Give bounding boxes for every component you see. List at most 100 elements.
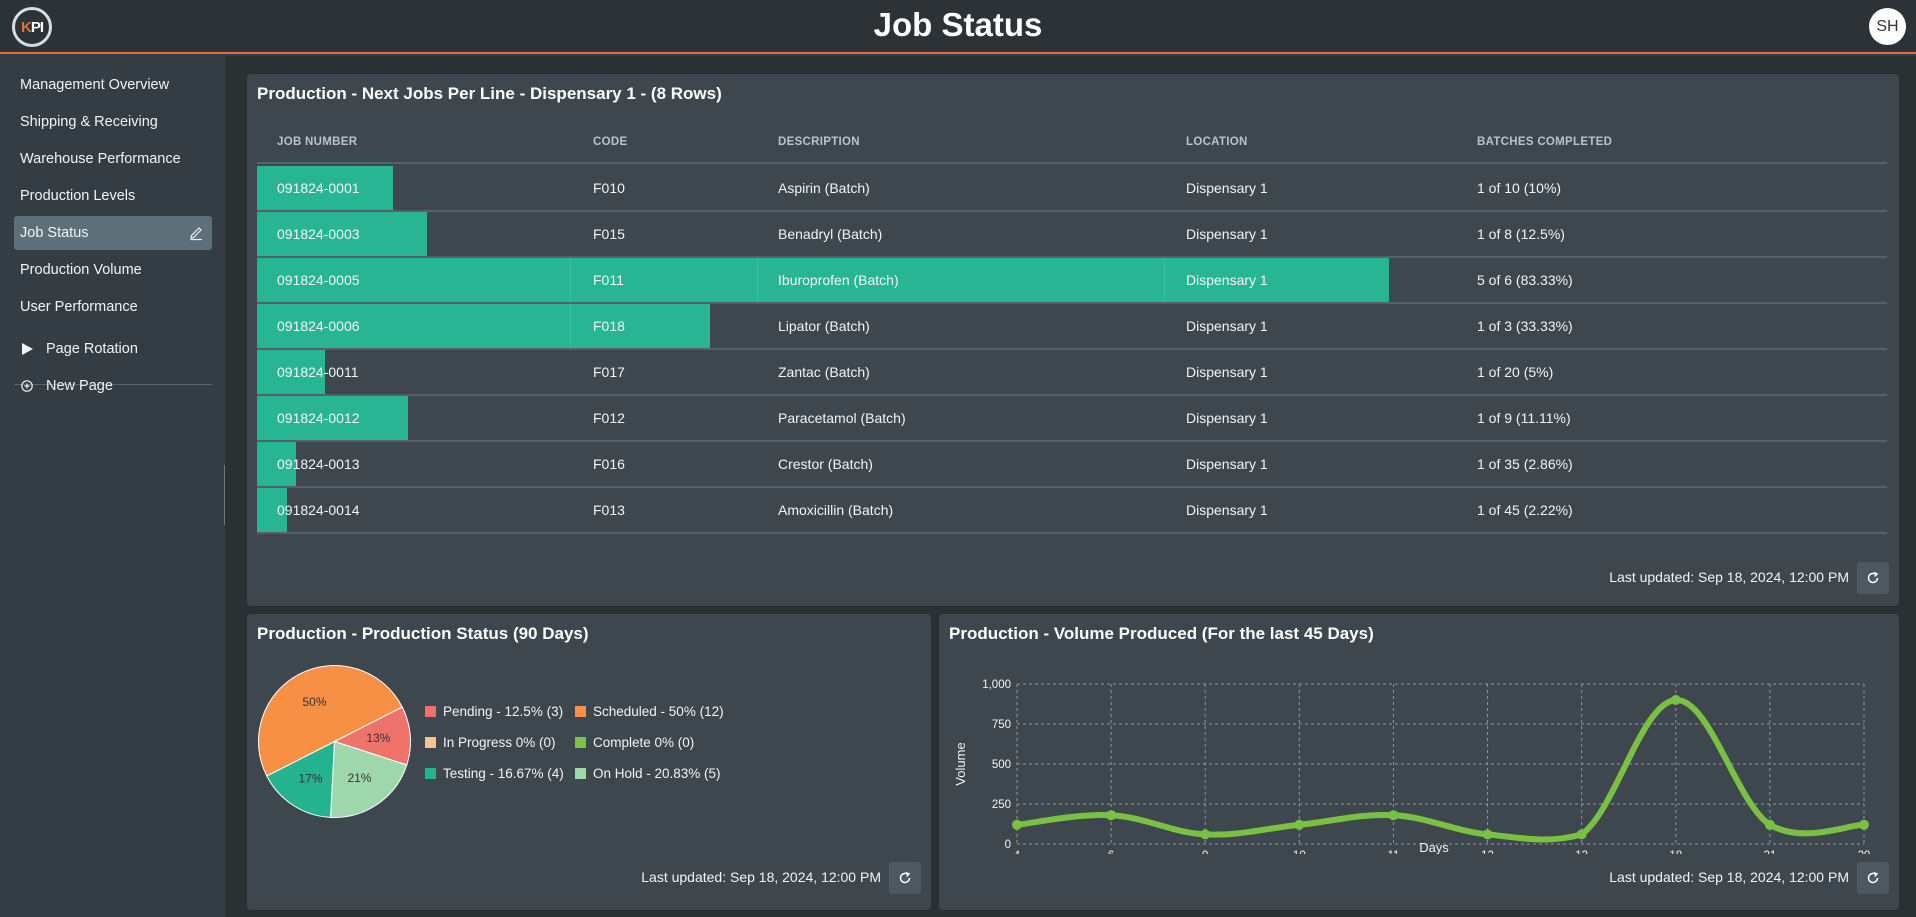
kpi-logo[interactable]: KPI [12,7,52,47]
jobs-refresh-button[interactable] [1857,562,1889,594]
table-row[interactable]: 091824-0005 F011 Iburoprofen (Batch) Dispen… [257,258,1887,304]
volume-data-point [1106,810,1117,821]
legend-label: In Progress 0% (0) [443,735,556,750]
cell-description: Crestor (Batch) [778,456,873,472]
column-header-job-number[interactable]: JOB NUMBER [277,136,358,148]
x-axis-label: Days [1419,840,1449,854]
y-axis-label: Volume [953,742,968,785]
y-tick-label: 1,000 [982,679,1011,691]
column-header-code[interactable]: CODE [593,136,628,148]
y-tick-label: 0 [1005,839,1011,851]
sidebar-item-label: User Performance [20,299,138,315]
batch-progress-bar [257,350,325,394]
cell-description: Benadryl (Batch) [778,226,883,242]
batch-progress-bar [257,488,287,532]
table-row[interactable]: 091824-0013 F016 Crestor (Batch) Dispensary… [257,442,1887,488]
volume-series-line [1014,696,1867,843]
column-separator [570,258,571,302]
legend-item[interactable]: Complete 0% (0) [575,735,694,750]
table-row[interactable]: 091824-0001 F010 Aspirin (Batch) Dispensary… [257,166,1887,212]
volume-data-point [1764,819,1775,830]
sidebar-item-job-status[interactable]: Job Status [14,216,212,250]
legend-label: Pending - 12.5% (3) [443,704,564,719]
status-refresh-button[interactable] [889,862,921,894]
pie-slice-pending[interactable] [333,706,411,766]
cell-code: F016 [593,456,625,472]
cell-batches-completed: 1 of 45 (2.22%) [1477,502,1573,518]
volume-data-point [1294,819,1305,830]
cell-code: F011 [593,272,624,288]
new-page-button[interactable]: New Page [14,369,212,403]
legend-item[interactable]: In Progress 0% (0) [425,735,556,750]
legend-label: On Hold - 20.83% (5) [593,766,721,781]
sidebar-item-production-levels[interactable]: Production Levels [14,179,212,213]
cell-location: Dispensary 1 [1186,502,1268,518]
cell-code: F015 [593,226,625,242]
cell-job-number: 091824-0012 [277,410,360,426]
table-row[interactable]: 091824-0011 F017 Zantac (Batch) Dispensary … [257,350,1887,396]
sidebar-item-label: Shipping & Receiving [20,114,158,130]
user-avatar[interactable]: SH [1869,8,1906,45]
cell-location: Dispensary 1 [1186,180,1268,196]
pie-slice-scheduled[interactable] [258,665,403,777]
cell-location: Dispensary 1 [1186,226,1268,242]
sidebar-item-production-volume[interactable]: Production Volume [14,253,212,287]
sidebar-item-label: Production Volume [20,262,142,278]
legend-swatch [575,737,586,748]
table-row[interactable]: 091824-0014 F013 Amoxicillin (Batch) Dispen… [257,488,1887,534]
legend-label: Scheduled - 50% (12) [593,704,724,719]
cell-batches-completed: 1 of 10 (10%) [1477,180,1562,196]
table-row[interactable]: 091824-0003 F015 Benadryl (Batch) Dispensar… [257,212,1887,258]
legend-swatch [425,768,436,779]
volume-produced-line-chart: 0 250 500 750 1,000 4 6 9 10 11 12 13 18 21 29 Days Volu… [953,679,1871,854]
sidebar-item-user-performance[interactable]: User Performance [14,290,212,324]
cell-code: F013 [593,502,625,518]
legend-label: Complete 0% (0) [593,735,695,750]
cell-job-number: 091824-0003 [277,226,360,242]
production-status-card: Production - Production Status (90 Days)… [247,614,931,910]
sidebar-divider [14,384,212,385]
refresh-icon [1867,871,1879,884]
pie-slice-testing[interactable] [266,740,336,818]
next-jobs-card: Production - Next Jobs Per Line - Dispen… [247,74,1899,606]
plus-circle-icon [21,380,33,392]
batch-progress-bar [257,166,393,210]
legend-item[interactable]: Pending - 12.5% (3) [425,704,563,719]
page-rotation-label: Page Rotation [46,341,138,357]
column-header-description[interactable]: DESCRIPTION [778,136,860,148]
legend-item[interactable]: Scheduled - 50% (12) [575,704,724,719]
cell-location: Dispensary 1 [1186,318,1268,334]
edit-icon[interactable] [188,225,204,241]
legend-item[interactable]: On Hold - 20.83% (5) [575,766,721,781]
x-tick-label: 18 [1669,850,1682,854]
sidebar-item-management-overview[interactable]: Management Overview [14,68,212,102]
volume-refresh-button[interactable] [1857,862,1889,894]
sidebar-item-shipping-receiving[interactable]: Shipping & Receiving [14,105,212,139]
cell-location: Dispensary 1 [1186,456,1268,472]
cell-description: Zantac (Batch) [778,364,870,380]
y-tick-label: 250 [992,799,1011,811]
table-row[interactable]: 091824-0006 F018 Lipator (Batch) Dispensary… [257,304,1887,350]
column-header-location[interactable]: LOCATION [1186,136,1248,148]
column-header-batches-completed[interactable]: BATCHES COMPLETED [1477,136,1613,148]
top-bar: KPI Job Status SH [0,0,1916,54]
page-rotation-button[interactable]: Page Rotation [14,332,212,366]
cell-description: Aspirin (Batch) [778,180,870,196]
cell-job-number: 091824-0011 [277,364,359,380]
legend-label: Testing - 16.67% (4) [443,766,564,781]
cell-job-number: 091824-0006 [277,318,360,334]
volume-data-point [1200,829,1211,840]
column-separator [1164,258,1165,302]
legend-swatch [425,706,436,717]
batch-progress-bar [257,258,1389,302]
x-tick-label: 10 [1293,850,1306,854]
pie-slice-on[interactable] [329,740,408,818]
pie-data-label: 21% [347,771,371,785]
legend-item[interactable]: Testing - 16.67% (4) [425,766,564,781]
cell-batches-completed: 1 of 3 (33.33%) [1477,318,1573,334]
pie-data-label: 13% [366,731,390,745]
table-row[interactable]: 091824-0012 F012 Paracetamol (Batch) Dispen… [257,396,1887,442]
x-tick-label: 29 [1858,850,1871,854]
sidebar-item-warehouse-performance[interactable]: Warehouse Performance [14,142,212,176]
cell-location: Dispensary 1 [1186,364,1268,380]
